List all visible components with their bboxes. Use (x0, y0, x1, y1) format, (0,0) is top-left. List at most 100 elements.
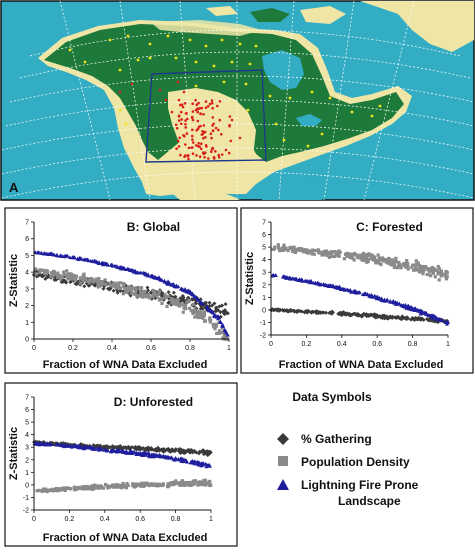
data-point-lightning (420, 310, 425, 314)
data-point-population-density (62, 273, 67, 277)
data-point-lightning (321, 282, 326, 287)
data-point-gathering (135, 446, 140, 451)
map-point-red (118, 90, 122, 94)
data-point-population-density (390, 258, 394, 262)
y-tick-label: 5 (25, 253, 29, 260)
data-point-population-density (322, 249, 326, 254)
y-tick-label: 1 (25, 470, 29, 477)
data-point-lightning (204, 304, 209, 309)
data-point-population-density (121, 282, 125, 286)
legend-item-lightning-line2: Landscape (338, 494, 401, 508)
panel-title: B: Global (127, 220, 180, 234)
map-point-yellow (282, 138, 286, 142)
x-tick-label: 1 (209, 516, 213, 523)
data-point-population-density (138, 294, 142, 298)
wna-study-region-box (145, 69, 267, 163)
data-point-population-density (331, 250, 335, 254)
data-point-population-density (90, 278, 95, 282)
data-point-gathering (323, 310, 328, 315)
data-point-population-density (111, 284, 115, 288)
y-tick-label: 7 (25, 220, 29, 227)
data-point-population-density (127, 285, 131, 289)
data-point-population-density (202, 313, 207, 317)
data-point-population-density (291, 249, 295, 254)
map-point-red (175, 147, 178, 150)
data-point-gathering (277, 307, 282, 312)
data-point-population-density (404, 262, 408, 266)
map-point-yellow (306, 144, 310, 148)
data-point-population-density (271, 247, 275, 251)
data-point-population-density (352, 251, 357, 256)
data-point-population-density (202, 310, 206, 314)
y-tick-label: 2 (25, 303, 29, 310)
hudson-bay (262, 50, 304, 90)
map-point-red (228, 115, 232, 118)
data-point-population-density (141, 294, 146, 298)
data-point-population-density (440, 274, 444, 278)
x-tick-label: 0.6 (372, 341, 382, 348)
data-point-population-density (168, 482, 173, 486)
data-point-population-density (179, 480, 183, 485)
data-point-population-density (148, 296, 152, 300)
data-point-population-density (174, 480, 178, 484)
data-point-lightning (83, 257, 88, 262)
data-point-gathering (412, 318, 417, 323)
data-point-population-density (177, 304, 182, 308)
data-point-lightning (308, 280, 313, 285)
data-point-population-density (132, 485, 136, 489)
data-point-lightning (204, 464, 209, 469)
data-point-population-density (208, 479, 212, 484)
data-point-lightning (129, 450, 134, 454)
data-point-population-density (88, 278, 92, 283)
data-point-lightning (149, 453, 154, 458)
data-point-lightning (183, 288, 188, 293)
data-point-gathering (198, 306, 203, 311)
data-point-population-density (388, 260, 392, 264)
data-point-lightning (284, 275, 289, 280)
data-point-gathering (168, 449, 173, 454)
data-point-population-density (376, 253, 380, 257)
x-tick-label: 0.2 (65, 516, 75, 523)
data-point-gathering (82, 284, 87, 289)
data-point-population-density (378, 257, 382, 261)
data-point-lightning (444, 322, 449, 326)
data-point-gathering (181, 448, 186, 453)
data-point-gathering (180, 293, 185, 298)
y-tick-label: 0 (25, 337, 29, 344)
data-point-population-density (92, 279, 97, 283)
data-point-population-density (150, 483, 154, 487)
map-point-red (194, 98, 197, 102)
data-point-gathering (60, 279, 65, 284)
map-point-red (170, 110, 174, 114)
data-point-lightning (105, 262, 110, 266)
data-point-population-density (195, 312, 199, 316)
data-point-lightning (333, 285, 338, 289)
map-point-red (195, 144, 198, 147)
data-point-population-density (347, 253, 352, 258)
map-point-yellow (246, 108, 250, 112)
map-panel: A (0, 0, 475, 201)
data-point-population-density (63, 488, 67, 493)
data-point-lightning (402, 304, 407, 309)
data-point-population-density (377, 260, 381, 264)
graticule (1, 0, 475, 201)
data-point-population-density (348, 255, 352, 260)
data-point-lightning (218, 319, 223, 324)
data-point-population-density (415, 262, 419, 266)
data-point-population-density (435, 268, 439, 272)
data-point-population-density (320, 253, 324, 257)
data-point-gathering (87, 283, 92, 288)
data-point-lightning (85, 257, 90, 262)
data-point-population-density (311, 248, 315, 252)
map-point-red (183, 155, 186, 159)
data-point-population-density (405, 258, 409, 263)
data-point-lightning (330, 283, 335, 288)
y-tick-label: 1 (25, 320, 29, 327)
data-point-population-density (185, 300, 189, 304)
y-tick-label: 4 (262, 257, 266, 264)
data-point-population-density (212, 325, 216, 329)
data-point-lightning (171, 457, 176, 461)
data-point-lightning (102, 262, 107, 266)
data-point-population-density (49, 274, 53, 278)
data-point-lightning (49, 251, 54, 256)
